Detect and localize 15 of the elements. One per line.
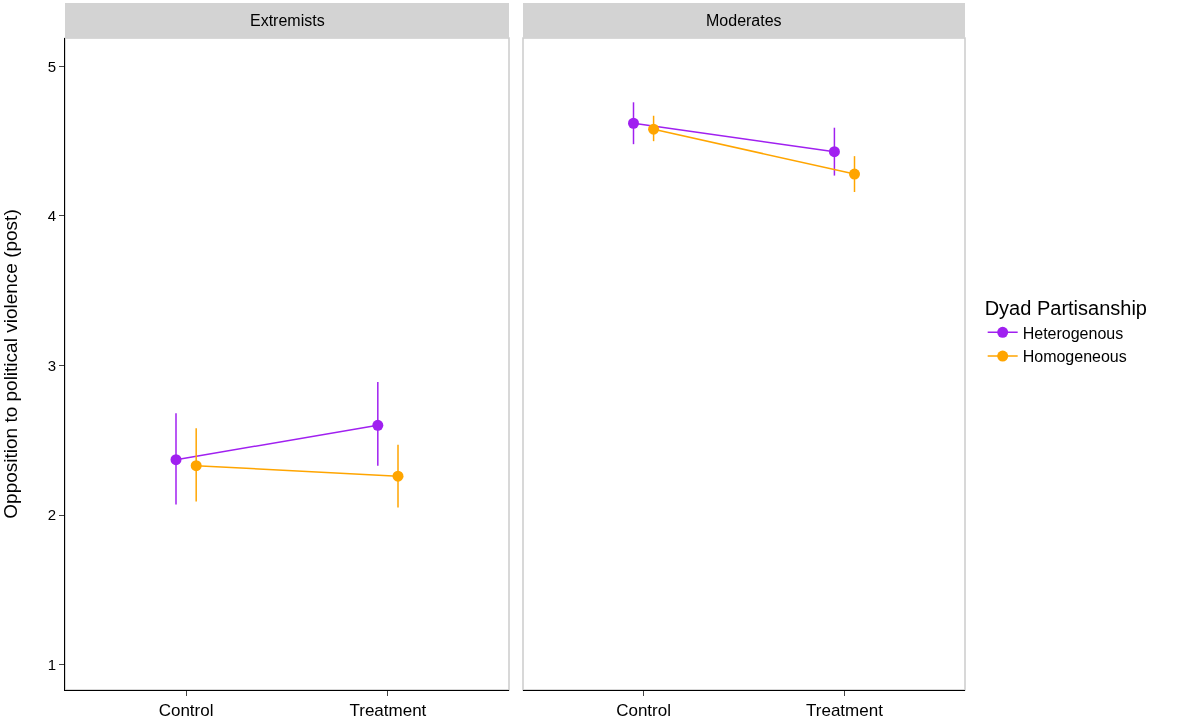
x-tick-label: Treatment xyxy=(806,701,884,721)
y-tick-label: 2 xyxy=(47,506,56,524)
y-tick-label: 3 xyxy=(47,356,56,374)
y-tick-label: 1 xyxy=(47,655,56,673)
x-tick-label: Control xyxy=(616,701,671,721)
y-tick-label: 4 xyxy=(47,207,56,225)
legend-title: Dyad Partisanship xyxy=(984,297,1147,320)
chart-title: Moderates xyxy=(706,12,782,29)
chart-title: Extremists xyxy=(250,12,325,29)
legend-label: Homogeneous xyxy=(1022,348,1127,366)
y-axis-title: Opposition to political violence (post) xyxy=(0,209,21,519)
legend-label: Heterogenous xyxy=(1022,324,1124,342)
y-tick-label: 5 xyxy=(47,57,56,75)
x-tick-label: Control xyxy=(158,701,214,721)
x-tick-label: Treatment xyxy=(349,701,427,721)
